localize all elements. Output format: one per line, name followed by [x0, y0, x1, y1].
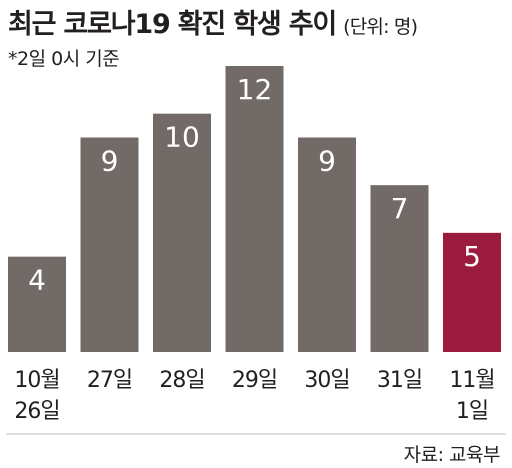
bar-7 — [443, 232, 501, 352]
bar-2 — [80, 137, 139, 352]
value-label-6: 7 — [391, 192, 409, 225]
bar-6 — [370, 185, 429, 352]
category-labels-layer: 10월 26일 27일 28일 29일 30일 31일 11월 1일 — [14, 368, 495, 424]
unit-label: (단위: 명) — [343, 16, 418, 38]
bar-4 — [225, 66, 284, 352]
category-label-7-line-2: 1일 — [456, 399, 488, 424]
category-label-6: 31일 — [377, 368, 422, 393]
value-label-7: 5 — [463, 240, 481, 273]
note-label: *2일 0시 기준 — [8, 48, 120, 70]
category-label-3: 28일 — [159, 368, 204, 393]
bar-3 — [153, 113, 211, 353]
category-label-5: 30일 — [304, 368, 349, 393]
title-row: 최근 코로나19 확진 학생 추이 (단위: 명) — [8, 2, 508, 40]
source-label: 자료: 교육부 — [403, 444, 501, 466]
category-label-1-line-2: 26일 — [14, 399, 59, 424]
bar-1 — [8, 256, 66, 352]
value-label-3: 10 — [164, 121, 200, 154]
category-label-2: 27일 — [87, 368, 132, 393]
bar-5 — [298, 137, 356, 352]
category-label-7-line-1: 11월 — [449, 368, 494, 393]
value-label-2: 9 — [101, 145, 119, 178]
value-label-4: 12 — [237, 73, 273, 106]
value-label-1: 4 — [28, 264, 46, 297]
bars-layer — [8, 66, 501, 353]
value-labels-layer: 4 9 10 12 9 7 5 — [28, 73, 481, 297]
category-label-1-line-1: 10월 — [14, 368, 59, 393]
chart-title: 최근 코로나19 확진 학생 추이 — [8, 9, 337, 40]
category-label-4: 29일 — [232, 368, 277, 393]
value-label-5: 9 — [318, 145, 336, 178]
